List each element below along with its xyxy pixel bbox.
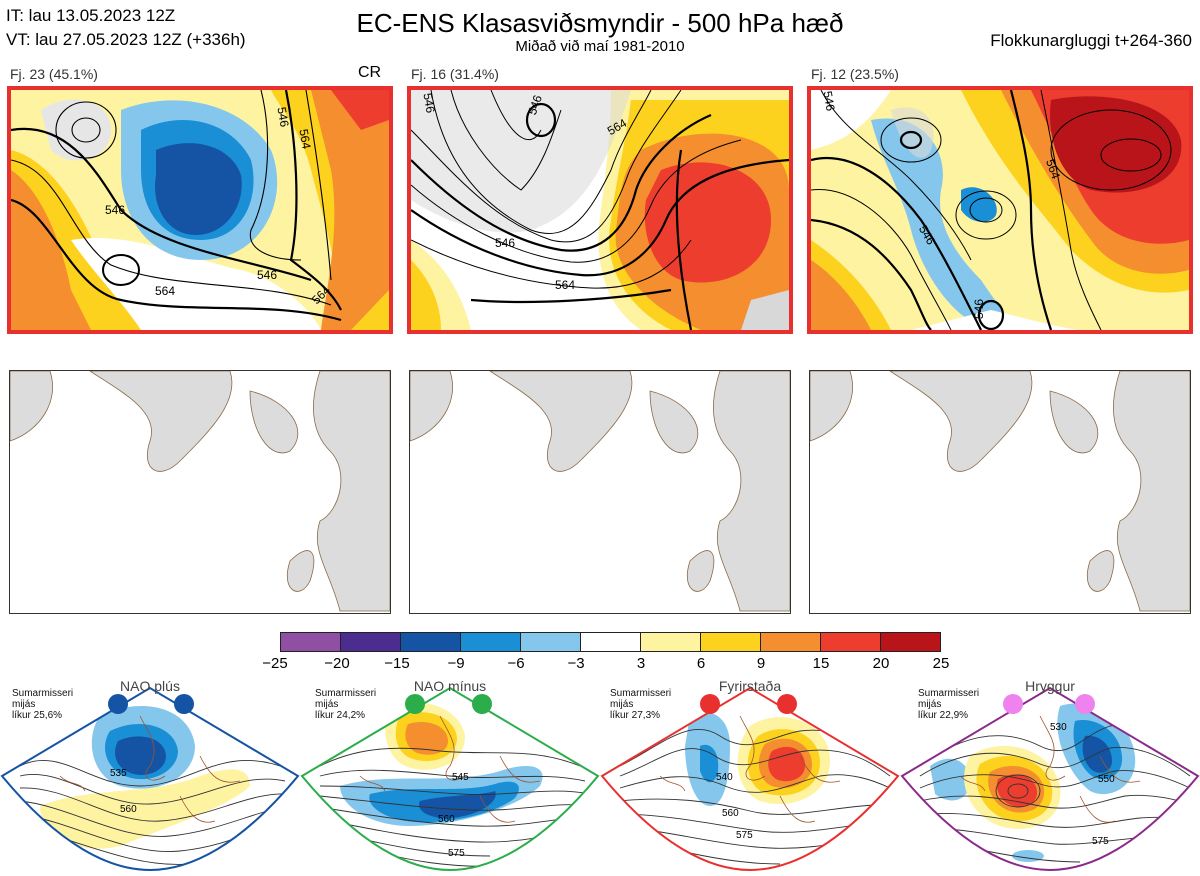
regime-season: Sumarmisseri bbox=[918, 688, 980, 699]
contour-label: 546 bbox=[972, 298, 987, 320]
contour-label: 535 bbox=[110, 768, 127, 779]
regime-prob: líkur 24,2% bbox=[315, 710, 366, 721]
colorbar-tick: 25 bbox=[932, 655, 950, 672]
cluster-2-label: Fj. 16 (31.4%) bbox=[411, 66, 499, 82]
page-subtitle: Miðað við maí 1981-2010 bbox=[515, 38, 685, 55]
regime-season: Sumarmisseri bbox=[12, 688, 74, 699]
regime-dot bbox=[777, 694, 797, 714]
regime-dot bbox=[700, 694, 720, 714]
regime-word: mijás bbox=[610, 699, 634, 710]
regime-nao-plus: NAO plús Sumarmisseri mijás líkur 25,6% … bbox=[0, 676, 300, 872]
cluster-map-3: 546 546 546 564 bbox=[807, 86, 1193, 334]
base-map-2 bbox=[409, 370, 791, 614]
contour-label: 560 bbox=[438, 814, 455, 825]
regime-prob: líkur 25,6% bbox=[12, 710, 63, 721]
regime-text: Sumarmisseri mijás líkur 24,2% bbox=[315, 688, 376, 721]
contour-label: 546 bbox=[257, 268, 278, 282]
colorbar-cell bbox=[280, 632, 341, 652]
regime-dot bbox=[405, 694, 425, 714]
base-map-1 bbox=[9, 370, 391, 614]
regime-word: mijás bbox=[918, 699, 942, 710]
contour-label: 540 bbox=[716, 772, 733, 783]
colorbar-cell bbox=[340, 632, 401, 652]
contour-label: 530 bbox=[1050, 722, 1067, 733]
contour-label: 545 bbox=[452, 772, 469, 783]
regime-dot bbox=[174, 694, 194, 714]
contour-label: 546 bbox=[105, 203, 126, 217]
regime-prob: líkur 27,3% bbox=[610, 710, 661, 721]
regime-title: Hryggur bbox=[1025, 678, 1075, 694]
contour-label: 564 bbox=[155, 284, 176, 298]
regime-text: Sumarmisseri mijás líkur 25,6% bbox=[12, 688, 73, 721]
window-label: Flokkunargluggi t+264-360 bbox=[990, 31, 1192, 50]
colorbar-tick: 6 bbox=[696, 655, 706, 672]
cluster-map-1: 546 546 546 564 564 564 bbox=[7, 86, 393, 334]
colorbar-cell bbox=[520, 632, 581, 652]
cluster-3-label: Fj. 12 (23.5%) bbox=[811, 66, 899, 82]
init-time: IT: lau 13.05.2023 12Z bbox=[6, 6, 176, 25]
contour-label: 564 bbox=[555, 278, 576, 292]
regime-word: mijás bbox=[315, 699, 339, 710]
colorbar-tick: −6 bbox=[507, 655, 525, 672]
cluster-1-cr: CR bbox=[358, 64, 382, 81]
regime-title: NAO plús bbox=[120, 678, 180, 694]
contour-label: 575 bbox=[448, 848, 465, 859]
regime-dot bbox=[472, 694, 492, 714]
regime-text: Sumarmisseri mijás líkur 22,9% bbox=[918, 688, 979, 721]
regime-dot bbox=[1003, 694, 1023, 714]
colorbar-cell bbox=[880, 632, 941, 652]
regime-blocking: Fyrirstaða Sumarmisseri mijás líkur 27,3… bbox=[600, 676, 900, 872]
colorbar-cell bbox=[700, 632, 761, 652]
colorbar-tick: 15 bbox=[812, 655, 830, 672]
colorbar-cell bbox=[460, 632, 521, 652]
colorbar-cell bbox=[400, 632, 461, 652]
colorbar-tick: −15 bbox=[384, 655, 410, 672]
regime-dot bbox=[108, 694, 128, 714]
colorbar-tick: −25 bbox=[262, 655, 288, 672]
page-title: EC-ENS Klasasviðsmyndir - 500 hPa hæð bbox=[356, 8, 844, 38]
regime-prob: líkur 22,9% bbox=[918, 710, 969, 721]
cluster-map-2: 546 546 546 564 564 bbox=[407, 86, 793, 334]
regime-word: mijás bbox=[12, 699, 36, 710]
regime-title: Fyrirstaða bbox=[718, 678, 782, 694]
colorbar-cell bbox=[820, 632, 881, 652]
regime-text: Sumarmisseri mijás líkur 27,3% bbox=[610, 688, 671, 721]
regime-title: NAO mínus bbox=[413, 678, 487, 694]
contour-label: 560 bbox=[120, 804, 137, 815]
colorbar-cell bbox=[580, 632, 641, 652]
colorbar-cell bbox=[760, 632, 821, 652]
regime-season: Sumarmisseri bbox=[315, 688, 377, 699]
colorbar-cell bbox=[640, 632, 701, 652]
base-map-3 bbox=[809, 370, 1191, 614]
regime-dot bbox=[1075, 694, 1095, 714]
colorbar-tick: −3 bbox=[567, 655, 585, 672]
colorbar-tick: 9 bbox=[756, 655, 766, 672]
contour-label: 575 bbox=[1092, 836, 1109, 847]
contour-label: 546 bbox=[495, 236, 516, 250]
colorbar-tick: 3 bbox=[636, 655, 646, 672]
cluster-1-label: Fj. 23 (45.1%) bbox=[10, 66, 98, 82]
contour-label: 550 bbox=[1098, 774, 1115, 785]
valid-time: VT: lau 27.05.2023 12Z (+336h) bbox=[6, 30, 246, 49]
contour-label: 575 bbox=[736, 830, 753, 841]
regime-nao-minus: NAO mínus Sumarmisseri mijás líkur 24,2%… bbox=[300, 676, 600, 872]
colorbar-tick: −20 bbox=[324, 655, 350, 672]
colorbar-tick: −9 bbox=[447, 655, 465, 672]
colorbar-tick: 20 bbox=[872, 655, 890, 672]
regime-season: Sumarmisseri bbox=[610, 688, 672, 699]
regime-ridge: Hryggur Sumarmisseri mijás líkur 22,9% 5… bbox=[900, 676, 1200, 872]
contour-label: 560 bbox=[722, 808, 739, 819]
